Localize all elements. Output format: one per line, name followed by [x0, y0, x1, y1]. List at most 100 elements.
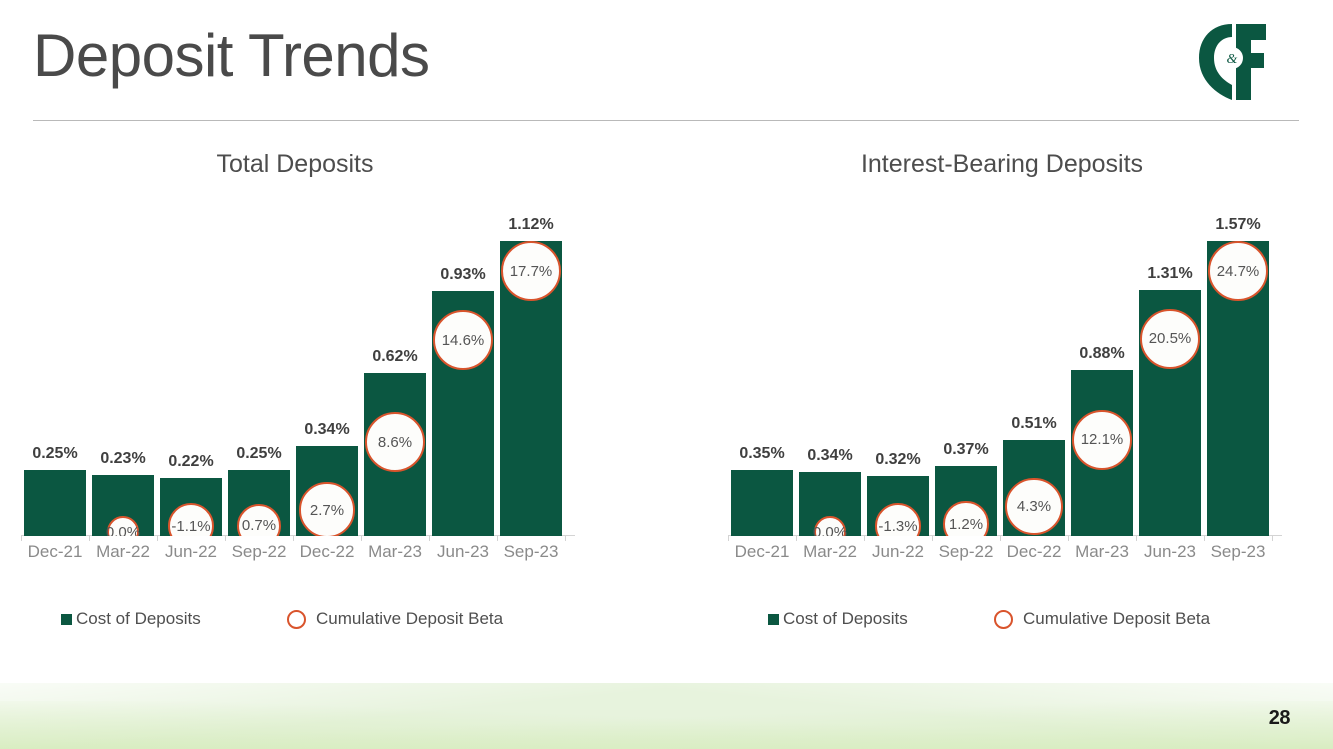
category-label: Dec-21 — [734, 542, 790, 561]
axis-tick — [565, 536, 566, 541]
axis-tick — [864, 536, 865, 541]
chart-interest-bearing-deposits: Interest-Bearing Deposits 0.35% 0.34% 0.0%… — [722, 140, 1333, 650]
bar[interactable] — [1207, 241, 1269, 536]
axis-tick — [796, 536, 797, 541]
bar-value-label: 0.22% — [168, 453, 214, 470]
bar-value-label: 0.37% — [943, 441, 989, 458]
page-number: 28 — [1268, 707, 1291, 729]
legend-item-cumulative-deposit-beta: Cumulative Deposit Beta — [994, 608, 1210, 630]
bar-group[interactable]: 0.51% 4.3% — [1000, 188, 1068, 536]
title-divider — [33, 120, 1299, 121]
bar-group[interactable]: 0.62% 8.6% — [361, 188, 429, 536]
category-label: Sep-23 — [1210, 542, 1266, 561]
bar-group[interactable]: 0.22% -1.1% — [157, 188, 225, 536]
axis-tick — [21, 536, 22, 541]
bar-group[interactable]: 0.25% 0.7% — [225, 188, 293, 536]
bar-group[interactable]: 0.32% -1.3% — [864, 188, 932, 536]
bar[interactable] — [228, 470, 290, 536]
bar-value-label: 0.34% — [304, 421, 350, 438]
category-label: Dec-22 — [1006, 542, 1062, 561]
category-label: Mar-23 — [368, 542, 422, 561]
legend-label: Cost of Deposits — [783, 609, 908, 628]
axis-tick — [1068, 536, 1069, 541]
bar-value-label: 0.34% — [807, 447, 853, 464]
bar-value-label: 0.23% — [100, 450, 146, 467]
legend-item-cumulative-deposit-beta: Cumulative Deposit Beta — [287, 608, 503, 630]
legend-label: Cumulative Deposit Beta — [316, 609, 504, 628]
category-axis: Dec-21 Mar-22 Jun-22 Sep-22 Dec-22 Mar-23 Jun-… — [15, 542, 575, 568]
category-label: Jun-22 — [165, 542, 217, 561]
axis-tick — [497, 536, 498, 541]
bar[interactable] — [731, 470, 793, 536]
bar-group[interactable]: 0.88% 12.1% — [1068, 188, 1136, 536]
axis-tick — [932, 536, 933, 541]
bar-group[interactable]: 0.93% 14.6% — [429, 188, 497, 536]
category-axis: Dec-21 Mar-22 Jun-22 Sep-22 Dec-22 Mar-23 Jun-… — [722, 542, 1282, 568]
chart-legend: Cost of Deposits Cumulative Deposit Beta — [722, 608, 1282, 638]
square-swatch-icon — [61, 613, 72, 625]
bar-group[interactable]: 1.12% 17.7% — [497, 188, 565, 536]
footer-wedge-bottom — [0, 701, 1333, 749]
bar[interactable] — [500, 241, 562, 536]
bar-value-label: 0.62% — [372, 348, 418, 365]
bar-group[interactable]: 0.34% 0.0% — [796, 188, 864, 536]
category-label: Jun-23 — [437, 542, 489, 561]
bar[interactable] — [935, 466, 997, 536]
category-label: Sep-23 — [503, 542, 559, 561]
axis-tick — [293, 536, 294, 541]
category-label: Dec-22 — [299, 542, 355, 561]
category-label: Mar-23 — [1075, 542, 1129, 561]
category-label: Mar-22 — [96, 542, 150, 561]
circle-outline-swatch-icon — [994, 609, 1013, 629]
category-label: Sep-22 — [231, 542, 287, 561]
page-title: Deposit Trends — [33, 22, 430, 89]
square-swatch-icon — [768, 613, 779, 625]
legend-item-cost-of-deposits: Cost of Deposits — [61, 608, 201, 630]
axis-tick — [157, 536, 158, 541]
bar[interactable] — [364, 373, 426, 536]
bar-value-label: 0.51% — [1011, 415, 1057, 432]
bar[interactable] — [92, 475, 154, 536]
legend-label: Cost of Deposits — [76, 609, 201, 628]
axis-tick — [1204, 536, 1205, 541]
bar[interactable] — [296, 446, 358, 536]
bar[interactable] — [432, 291, 494, 536]
chart-title: Interest-Bearing Deposits — [860, 150, 1144, 178]
bar-group[interactable]: 0.35% — [728, 188, 796, 536]
footer-band — [0, 683, 1333, 749]
category-label: Jun-22 — [872, 542, 924, 561]
category-label: Dec-21 — [27, 542, 83, 561]
bar-value-label: 1.31% — [1147, 265, 1193, 282]
chart-title: Total Deposits — [216, 150, 374, 178]
bar-value-label: 0.25% — [32, 445, 78, 462]
bar-group[interactable]: 1.31% 20.5% — [1136, 188, 1204, 536]
circle-outline-swatch-icon — [287, 609, 306, 629]
bar[interactable] — [1003, 440, 1065, 536]
axis-tick — [361, 536, 362, 541]
bar-value-label: 0.93% — [440, 266, 486, 283]
bar-group[interactable]: 0.23% 0.0% — [89, 188, 157, 536]
bar-group[interactable]: 0.34% 2.7% — [293, 188, 361, 536]
bar[interactable] — [1071, 370, 1133, 536]
bar[interactable] — [867, 476, 929, 536]
bar-group[interactable]: 0.25% — [21, 188, 89, 536]
bar[interactable] — [24, 470, 86, 536]
bar-value-label: 1.57% — [1215, 216, 1261, 233]
category-label: Sep-22 — [938, 542, 994, 561]
legend-item-cost-of-deposits: Cost of Deposits — [768, 608, 908, 630]
chart-legend: Cost of Deposits Cumulative Deposit Beta — [15, 608, 575, 638]
bar-value-label: 0.25% — [236, 445, 282, 462]
axis-tick — [1136, 536, 1137, 541]
legend-label: Cumulative Deposit Beta — [1023, 609, 1211, 628]
bar[interactable] — [799, 472, 861, 536]
plot-area: 0.35% 0.34% 0.0% 0.32% -1.3% 0.37% 1.2% 0.51% 4.… — [722, 188, 1282, 541]
cf-logo: & — [1196, 22, 1272, 102]
plot-area: 0.25% 0.23% 0.0% 0.22% -1.1% 0.25% 0.7% 0.34% 2.… — [15, 188, 575, 541]
bar[interactable] — [160, 478, 222, 536]
axis-tick — [728, 536, 729, 541]
bar-value-label: 0.32% — [875, 451, 921, 468]
bar[interactable] — [1139, 290, 1201, 536]
axis-tick — [1272, 536, 1273, 541]
bar-group[interactable]: 1.57% 24.7% — [1204, 188, 1272, 536]
bar-group[interactable]: 0.37% 1.2% — [932, 188, 1000, 536]
